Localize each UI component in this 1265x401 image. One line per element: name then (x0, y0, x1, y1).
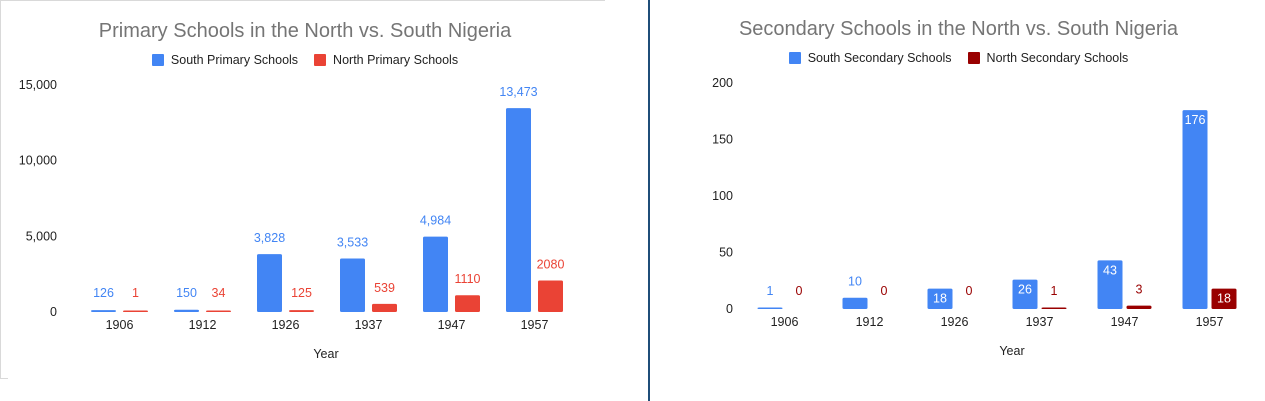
data-label: 176 (1185, 113, 1206, 127)
bar-south (423, 236, 448, 312)
legend-swatch-north (314, 54, 327, 66)
y-tick-label: 5,000 (26, 229, 57, 243)
x-axis-title: Year (999, 344, 1024, 358)
data-label: 4,984 (420, 214, 451, 228)
x-tick-label: 1957 (1196, 315, 1224, 329)
bar-south (842, 297, 868, 309)
data-label: 126 (93, 286, 114, 300)
data-label: 18 (933, 292, 947, 306)
bar-north (1211, 288, 1237, 309)
data-label: 10 (848, 275, 862, 289)
secondary-schools-chart: Secondary Schools in the North vs. South… (652, 0, 1265, 401)
y-tick-label: 100 (712, 189, 733, 203)
data-label: 3,533 (337, 236, 368, 250)
legend-label-north: North Secondary Schools (986, 51, 1129, 65)
bar-south (340, 258, 365, 312)
legend-label-south: South Primary Schools (170, 53, 299, 67)
bar-south (757, 307, 783, 309)
y-tick-label: 0 (726, 302, 733, 316)
data-label: 0 (796, 284, 803, 298)
x-tick-label: 1906 (771, 315, 799, 329)
data-label: 26 (1018, 283, 1032, 297)
x-tick-label: 1937 (1026, 315, 1054, 329)
x-tick-label: 1912 (856, 315, 884, 329)
data-label: 150 (176, 286, 197, 300)
chart-title: Secondary Schools in the North vs. South… (738, 18, 1179, 40)
data-label: 3 (1136, 283, 1143, 297)
x-tick-label: 1937 (355, 318, 383, 332)
bar-south (257, 254, 282, 312)
x-tick-label: 1947 (438, 318, 466, 332)
legend-item-north: North Secondary Schools (967, 51, 1129, 65)
data-label: 539 (374, 281, 395, 295)
data-label: 18 (1217, 292, 1231, 306)
data-label: 0 (881, 284, 888, 298)
legend-label-north: North Primary Schools (333, 53, 459, 67)
bar-south (1012, 279, 1038, 309)
bar-south (91, 310, 116, 312)
data-label: 0 (966, 284, 973, 298)
bar-south (927, 288, 953, 309)
x-tick-label: 1957 (521, 318, 549, 332)
chart-title: Primary Schools in the North vs. South N… (98, 20, 512, 42)
data-label: 34 (212, 286, 226, 300)
legend-item-south: South Primary Schools (151, 53, 299, 67)
chart-legend: South Secondary Schools North Secondary … (652, 51, 1265, 65)
legend-swatch-north (967, 52, 980, 64)
bar-north (206, 310, 231, 312)
y-tick-label: 200 (712, 76, 733, 90)
panel-divider (648, 0, 650, 401)
bar-south (1097, 260, 1123, 309)
legend-swatch-south (151, 54, 164, 66)
bar-north (372, 303, 397, 312)
x-tick-label: 1912 (189, 318, 217, 332)
chart-frame-top (0, 0, 605, 1)
x-tick-label: 1926 (941, 315, 969, 329)
data-label: 2080 (537, 258, 565, 272)
bar-north (1041, 307, 1067, 309)
x-tick-label: 1926 (272, 318, 300, 332)
bar-north (289, 310, 314, 312)
chart-plot-area: 0 5,000 10,000 15,000 1906 126 1 1912 150 34 1926 3… (19, 78, 565, 361)
legend-item-south: South Secondary Schools (788, 51, 952, 65)
legend-swatch-south (788, 52, 801, 64)
data-label: 1110 (455, 272, 481, 286)
bar-south (506, 108, 531, 312)
chart-frame-bottom (0, 378, 8, 379)
x-tick-label: 1947 (1111, 315, 1139, 329)
y-tick-label: 0 (50, 305, 57, 319)
bar-north (455, 295, 480, 312)
y-tick-label: 150 (712, 133, 733, 147)
bar-south (1182, 110, 1208, 310)
y-tick-label: 15,000 (19, 78, 57, 92)
y-tick-label: 10,000 (19, 154, 57, 168)
bar-south (174, 309, 199, 312)
data-label: 1 (767, 284, 774, 298)
bar-north (538, 280, 563, 312)
primary-schools-chart: Primary Schools in the North vs. South N… (0, 0, 610, 379)
chart-legend: South Primary Schools North Primary Scho… (0, 53, 610, 67)
data-label: 1 (1051, 284, 1058, 298)
x-tick-label: 1906 (106, 318, 134, 332)
data-label: 125 (291, 286, 312, 300)
bar-north (1126, 305, 1152, 309)
legend-label-south: South Secondary Schools (807, 51, 952, 65)
bar-north (123, 310, 148, 312)
data-label: 3,828 (254, 231, 285, 245)
legend-item-north: North Primary Schools (314, 53, 458, 67)
y-tick-label: 50 (719, 246, 733, 260)
chart-frame-left (0, 0, 1, 378)
data-label: 1 (132, 286, 139, 300)
x-axis-title: Year (313, 347, 338, 361)
data-label: 13,473 (499, 85, 537, 99)
data-label: 43 (1103, 263, 1117, 277)
